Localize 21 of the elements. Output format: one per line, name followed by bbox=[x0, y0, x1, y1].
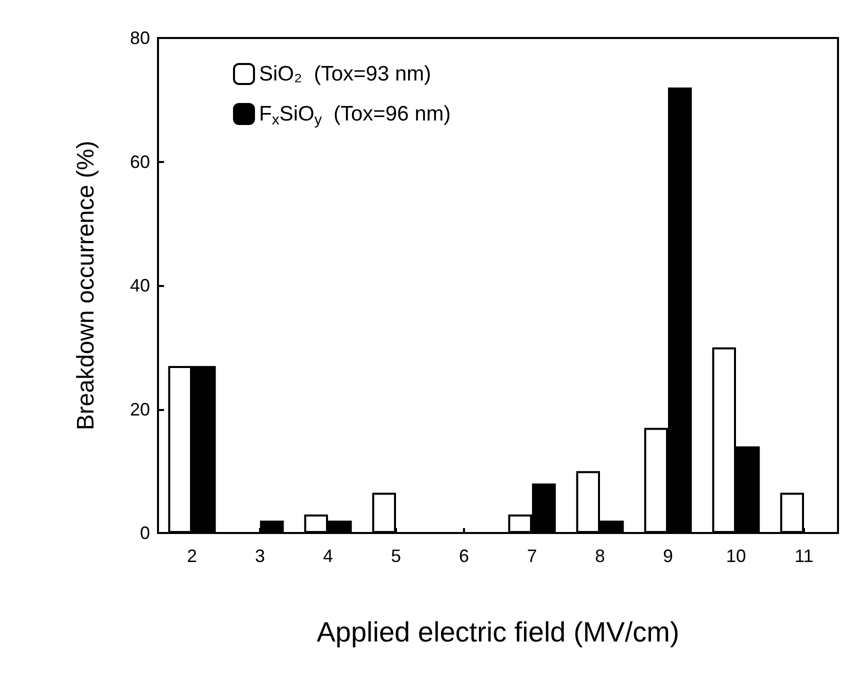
x-tick-label: 7 bbox=[526, 546, 538, 566]
x-tick-label: 3 bbox=[254, 546, 266, 566]
legend-label: SiO₂ (Tox=93 nm) bbox=[259, 62, 432, 86]
y-tick-label: 20 bbox=[130, 399, 150, 420]
bar bbox=[372, 492, 396, 533]
y-tick-label: 0 bbox=[140, 523, 150, 543]
y-axis-title: Breakdown occurrence (%) bbox=[72, 140, 100, 430]
y-tick-label: 80 bbox=[130, 28, 150, 48]
bar bbox=[780, 492, 804, 533]
x-tick-label: 5 bbox=[390, 546, 402, 566]
x-tick-label: 6 bbox=[458, 546, 470, 566]
y-tick-label: 40 bbox=[130, 276, 150, 296]
bar bbox=[260, 520, 284, 533]
x-tick-label: 9 bbox=[662, 546, 674, 566]
x-tick-label: 11 bbox=[794, 546, 814, 566]
x-axis-title: Applied electric field (MV/cm) bbox=[316, 616, 680, 648]
y-tick-label: 60 bbox=[130, 152, 150, 172]
x-tick-label: 8 bbox=[594, 546, 606, 566]
x-tick-label: 10 bbox=[726, 546, 746, 566]
x-tick-label: 2 bbox=[186, 546, 198, 566]
x-tick-label: 4 bbox=[322, 546, 334, 566]
